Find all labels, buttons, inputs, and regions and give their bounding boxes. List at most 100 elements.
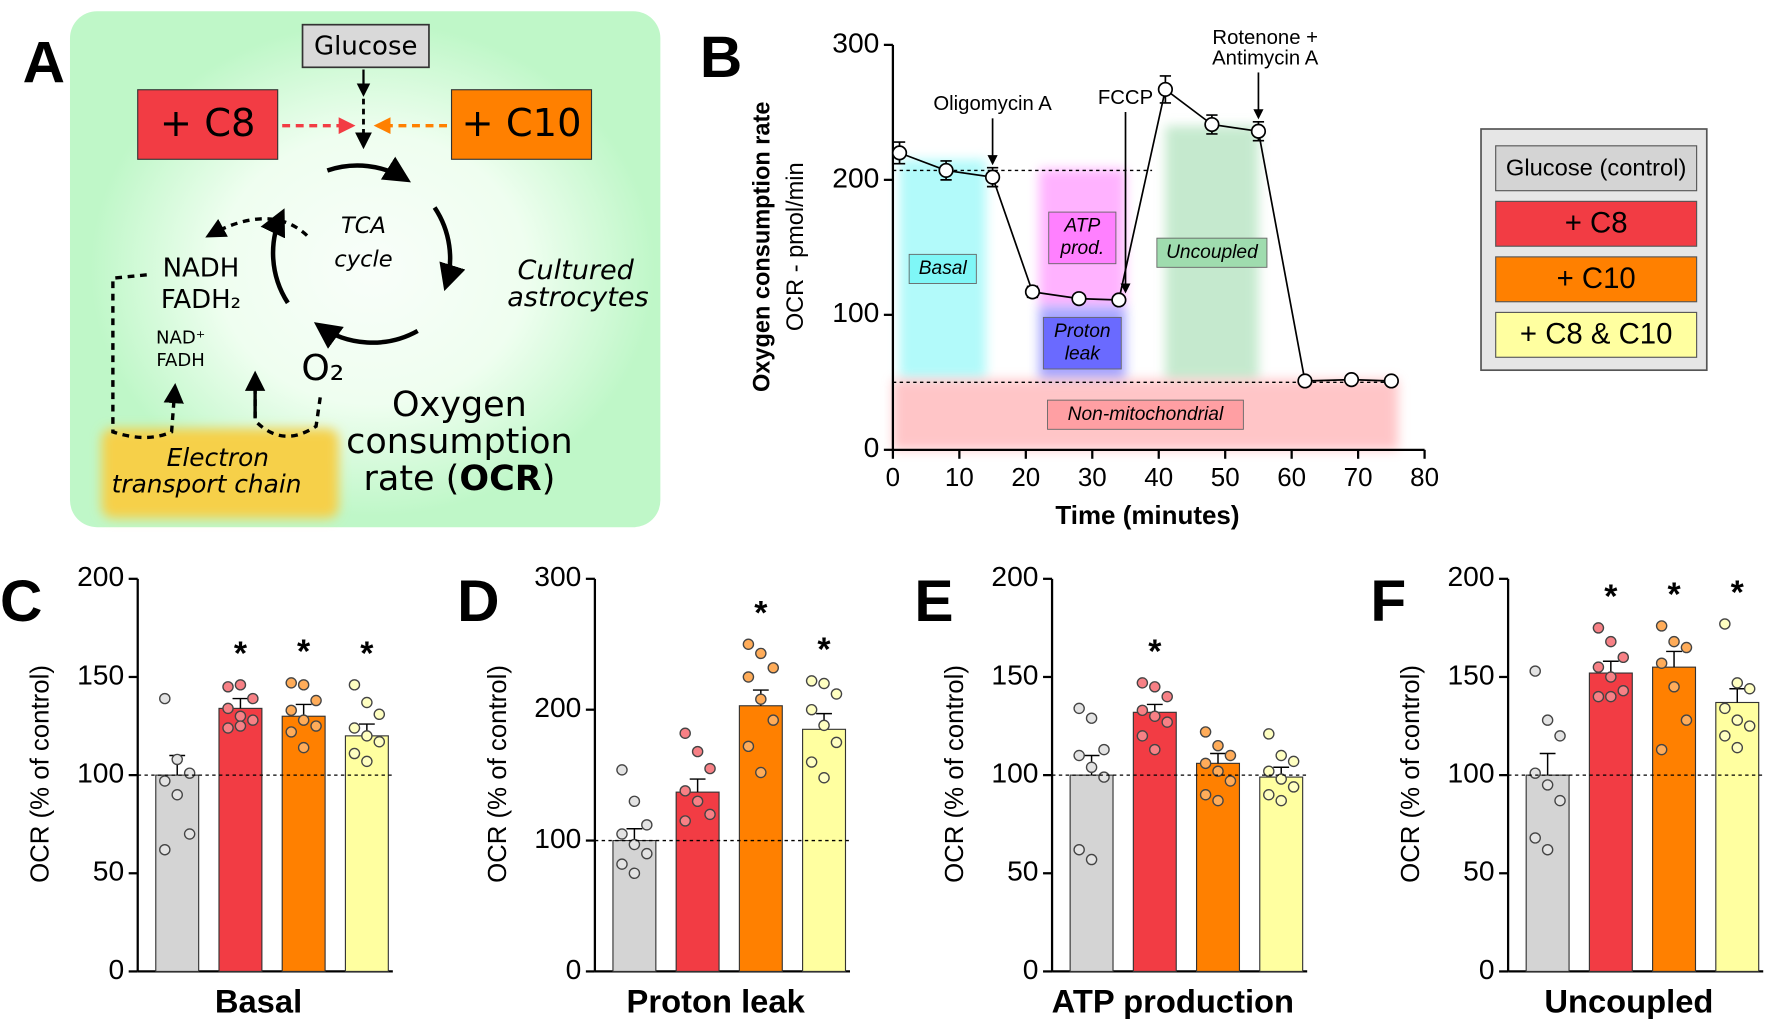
data-point	[755, 647, 767, 660]
tca-arrows	[260, 156, 466, 349]
bar	[1525, 774, 1570, 972]
data-point	[818, 719, 830, 732]
data-point	[1275, 794, 1287, 807]
data-point	[679, 727, 691, 739]
legend-label: Glucose (control)	[1506, 156, 1686, 182]
data-point	[805, 703, 818, 716]
data-point	[285, 726, 297, 738]
data-point	[1199, 757, 1212, 770]
data-point	[1149, 743, 1161, 756]
panel-letter: F	[1370, 569, 1406, 634]
error-bar	[1666, 650, 1682, 668]
data-point	[1212, 765, 1224, 777]
x-axis-label: Time (minutes)	[1055, 502, 1239, 530]
c10-box	[450, 89, 593, 160]
data-point	[830, 688, 843, 700]
data-point	[704, 808, 716, 821]
data-point	[1529, 767, 1541, 779]
y-axis-label: OCR - pmol/min	[783, 162, 809, 331]
region-label: Proton	[1054, 321, 1110, 342]
y-tick-label: 50	[1007, 856, 1038, 887]
arrow	[205, 217, 309, 238]
y-tick-label: 100	[77, 758, 124, 789]
significance: *	[297, 633, 311, 671]
data-point	[247, 714, 259, 726]
data-point	[1743, 683, 1756, 695]
data-point	[805, 756, 818, 768]
data-point	[628, 867, 641, 879]
ocr-label: rate (OCR)	[363, 459, 555, 499]
error-bar	[232, 697, 249, 709]
data-point	[1199, 726, 1212, 738]
data-point	[1719, 618, 1731, 630]
data-point	[1212, 794, 1224, 807]
data-point	[691, 745, 704, 758]
y-axis-label: OCR (% of control)	[1397, 665, 1425, 883]
region-label-box	[1047, 399, 1244, 430]
data-point	[1668, 681, 1680, 693]
etc-label: Electron	[167, 443, 269, 472]
data-point	[1085, 761, 1098, 773]
data-point	[1157, 81, 1174, 97]
data-point	[1024, 284, 1041, 300]
data-point	[234, 710, 247, 722]
data-point	[159, 775, 171, 787]
x-axis-label: ATP production	[1052, 983, 1294, 1020]
data-point	[704, 762, 716, 775]
data-point	[1098, 771, 1110, 783]
x-tick-label: 60	[1277, 464, 1306, 492]
ocr-label: Oxygen	[392, 385, 527, 425]
data-point	[641, 819, 653, 831]
panel-letter: C	[0, 569, 42, 634]
data-point	[285, 677, 297, 689]
data-point	[1263, 765, 1275, 777]
data-point	[373, 736, 386, 748]
data-point	[222, 681, 234, 693]
bar	[1652, 666, 1697, 972]
y-tick-label: 200	[832, 162, 879, 193]
data-point	[222, 702, 234, 715]
data-point	[1149, 681, 1161, 693]
data-point	[1719, 730, 1731, 742]
data-point	[297, 679, 310, 691]
glucose-label: Glucose	[314, 32, 417, 62]
error-bar	[626, 828, 643, 841]
data-point	[1111, 292, 1127, 308]
significance: *	[1667, 576, 1681, 614]
data-point	[742, 740, 755, 753]
data-point	[183, 828, 196, 840]
y-axis-label: Oxygen consumption rate	[749, 102, 775, 393]
bar	[1588, 672, 1633, 972]
data-point	[171, 789, 183, 801]
significance: *	[1731, 574, 1745, 612]
y-tick-label: 100	[1447, 758, 1494, 789]
data-point	[1224, 749, 1237, 762]
data-point	[767, 714, 780, 726]
reduced-label: FADH₂	[161, 285, 241, 315]
data-point	[1071, 291, 1087, 307]
data-point	[628, 838, 641, 851]
y-tick-label: 300	[832, 27, 879, 58]
region-label-box	[1048, 211, 1117, 265]
data-point	[285, 704, 297, 717]
data-point	[767, 662, 780, 674]
data-point	[818, 772, 830, 784]
bar	[1069, 774, 1114, 972]
cells-label: Cultured	[518, 255, 635, 286]
legend-label: + C8 & C10	[1520, 319, 1673, 351]
data-point	[1073, 843, 1085, 856]
data-point	[1605, 690, 1617, 703]
legend-label: + C10	[1557, 263, 1636, 295]
panel-letter: D	[457, 569, 499, 634]
data-point	[1287, 781, 1300, 793]
data-point	[1529, 832, 1541, 844]
y-tick-label: 150	[77, 659, 124, 690]
etc-label: transport chain	[112, 470, 302, 499]
data-point	[1199, 789, 1212, 801]
data-point	[1136, 704, 1149, 717]
y-tick-label: 200	[1447, 561, 1494, 592]
bar	[1259, 776, 1304, 972]
data-point	[1204, 116, 1220, 133]
data-point	[1212, 739, 1224, 752]
data-point	[1592, 622, 1605, 634]
